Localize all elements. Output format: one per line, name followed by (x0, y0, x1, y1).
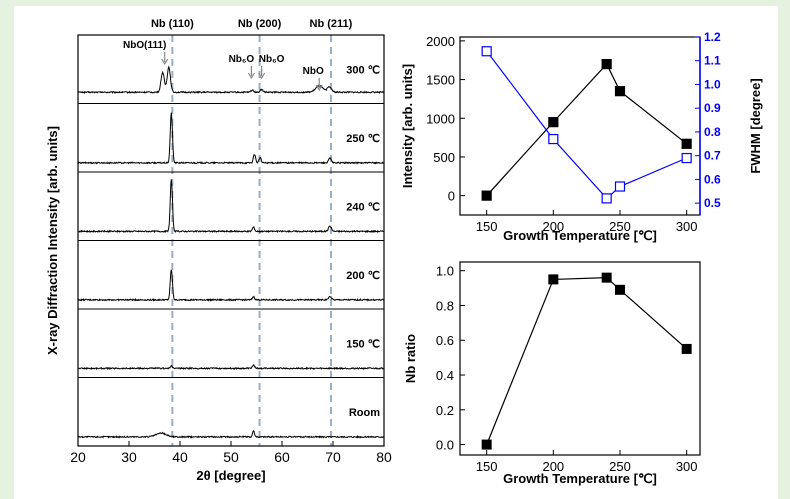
nbratio-ytick-label-3: 0.6 (436, 333, 454, 348)
intensity-xtick-label-3: 300 (676, 219, 698, 234)
nbratio-ytick-label-0: 0.0 (436, 438, 454, 453)
annotation-arrowhead-3 (315, 84, 323, 92)
intensity-ytick-label-2: 1000 (426, 111, 455, 126)
intensity-series-line-1 (486, 50, 687, 200)
nbratio-ytick-label-2: 0.4 (436, 368, 454, 383)
peak-annotation-1: Nb₆O (229, 54, 255, 65)
fwhm-ytick-label-7: 1.2 (704, 30, 721, 44)
peak-annotation-0: NbO(111) (123, 40, 166, 51)
xrd-spectrum-3 (77, 269, 385, 302)
reference-label-0: Nb (110) (151, 18, 194, 30)
spectrum-label-4: 150 ℃ (346, 338, 380, 350)
intensity-ytick-label-1: 500 (433, 150, 455, 165)
nbratio-point-4 (681, 343, 692, 354)
nbratio-xtick-label-2: 250 (609, 459, 631, 474)
intensity-series-0-point-2 (601, 58, 612, 70)
intensity-series-1-point-4 (681, 152, 692, 164)
peak-annotation-2: Nb₆O (259, 54, 285, 65)
xrd-spectrum-0 (77, 65, 385, 95)
intensity-series-0-point-4 (681, 138, 692, 149)
nbratio-series-line-0 (486, 276, 688, 445)
intensity-ytick-label-3: 1500 (426, 73, 455, 88)
fwhm-ytick-label-6: 1.1 (704, 54, 721, 68)
intensity-xlabel: Growth Temperature [℃] (503, 228, 657, 243)
xrd-spectrum-5 (77, 430, 385, 439)
intensity-ytick-label-0: 0 (448, 189, 455, 204)
nbratio-xtick-label-0: 150 (476, 459, 498, 474)
fwhm-ytick-label-1: 0.6 (704, 172, 721, 186)
nbratio-ytick-label-5: 1.0 (436, 264, 454, 279)
intensity-series-0-point-1 (548, 117, 559, 128)
spectrum-label-5: Room (349, 407, 380, 419)
nbratio-xtick-label-1: 200 (542, 459, 564, 474)
intensity-xtick-label-1: 200 (542, 219, 564, 234)
xrd-xtick-label-3: 50 (223, 449, 239, 465)
fwhm-ytick-label-5: 1.0 (704, 77, 721, 91)
xrd-xtick-label-5: 70 (325, 449, 341, 465)
nbratio-frame (459, 261, 701, 456)
spectrum-label-0: 300 ℃ (346, 64, 380, 76)
fwhm-ytick-label-3: 0.8 (704, 125, 721, 139)
intensity-xtick-label-2: 250 (609, 219, 631, 234)
figure-panel: Nb (110) Nb (200) Nb (211) 300 ℃ 250 ℃ 240 ℃ 2… (14, 6, 778, 499)
annotation-arrowhead-2 (258, 72, 266, 80)
intensity-series-1-point-3 (614, 181, 626, 192)
xrd-xtick-label-2: 40 (172, 449, 188, 465)
nbratio-point-0 (481, 439, 492, 450)
nbratio-point-1 (548, 274, 559, 285)
xrd-spectrum-4 (77, 364, 385, 371)
annotation-arrowhead-1 (247, 72, 255, 80)
peak-annotation-3: NbO (303, 66, 324, 77)
fwhm-ytick-label-2: 0.7 (704, 149, 721, 163)
xrd-xtick-label-4: 60 (274, 449, 290, 465)
annotation-arrowhead-0 (161, 58, 169, 66)
spectrum-label-2: 240 ℃ (346, 201, 380, 213)
fwhm-ytick-label-0: 0.5 (704, 196, 721, 210)
xrd-ylabel: X-ray Diffraction Intensity [arb. units] (45, 126, 60, 355)
xrd-xtick-label-0: 20 (70, 449, 86, 465)
intensity-series-1-point-1 (548, 133, 559, 145)
spectrum-label-1: 250 ℃ (346, 133, 380, 145)
intensity-ylabel: Intensity [arb. units] (400, 64, 415, 188)
nbratio-ytick-label-4: 0.8 (436, 298, 454, 313)
xrd-xtick-label-6: 80 (376, 449, 392, 465)
nbratio-xlabel: Growth Temperature [℃] (503, 471, 657, 486)
intensity-xtick-label-0: 150 (476, 219, 498, 234)
intensity-series-1-point-0 (481, 46, 492, 57)
chart-canvas: Nb (110) Nb (200) Nb (211) 300 ℃ 250 ℃ 240 ℃ 2… (45, 18, 763, 486)
intensity-ytick-label-4: 2000 (426, 34, 455, 49)
xrd-spectrum-2 (77, 179, 385, 234)
intensity-series-1-point-2 (601, 193, 612, 204)
intensity-series-0-point-3 (614, 86, 626, 97)
nbratio-ytick-label-1: 0.2 (436, 403, 454, 418)
nbratio-xtick-label-3: 300 (676, 459, 698, 474)
nbratio-ylabel: Nb ratio (403, 334, 418, 383)
reference-label-1: Nb (200) (238, 18, 282, 30)
reference-label-2: Nb (211) (310, 18, 353, 30)
fwhm-ytick-label-4: 0.9 (704, 101, 721, 115)
xrd-spectrum-1 (77, 112, 385, 165)
xrd-xtick-label-1: 30 (121, 449, 137, 465)
intensity-series-0-point-0 (481, 190, 492, 201)
xrd-xlabel: 2θ [degree] (196, 468, 265, 483)
nbratio-point-2 (601, 272, 612, 283)
nbratio-point-3 (615, 284, 625, 295)
fwhm-ylabel: FWHM [degree] (748, 78, 763, 173)
spectrum-label-3: 200 ℃ (346, 270, 380, 282)
